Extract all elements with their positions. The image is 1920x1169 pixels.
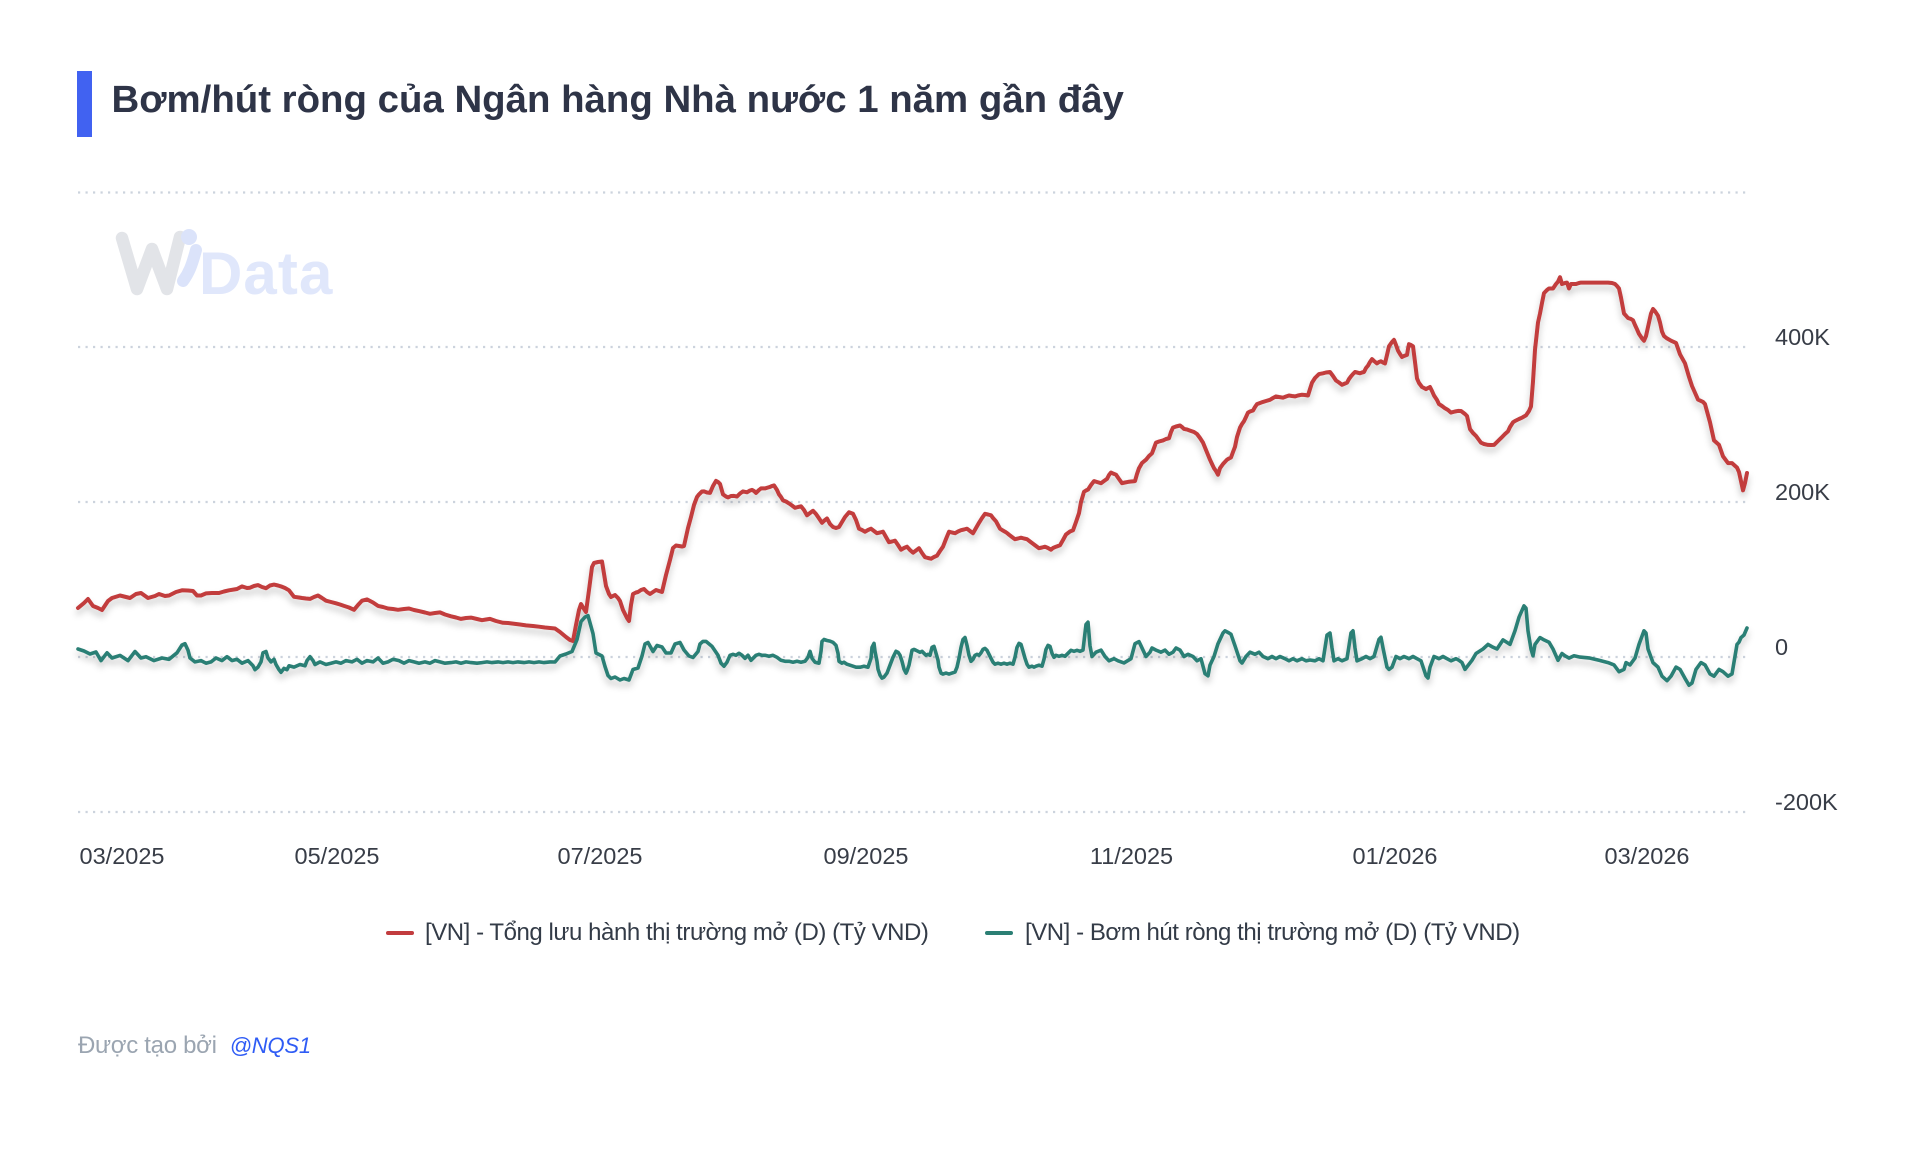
svg-text:Data: Data	[199, 240, 333, 307]
